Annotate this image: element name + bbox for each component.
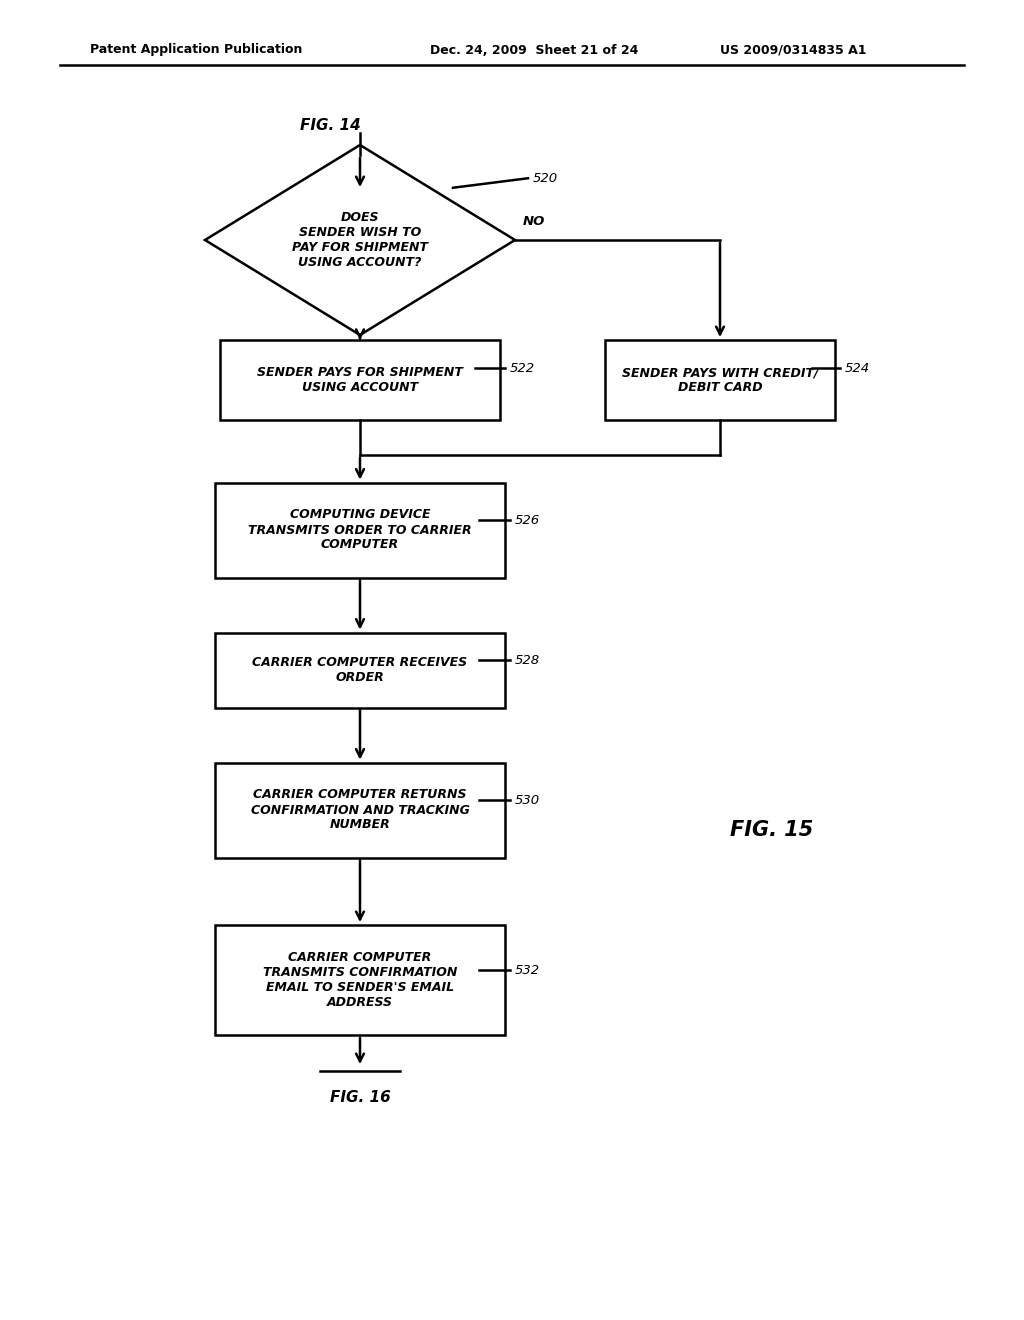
Text: 520: 520	[534, 172, 558, 185]
Text: US 2009/0314835 A1: US 2009/0314835 A1	[720, 44, 866, 57]
Text: 530: 530	[515, 793, 540, 807]
Text: 528: 528	[515, 653, 540, 667]
Text: NO: NO	[523, 215, 546, 228]
Text: YES: YES	[274, 341, 303, 352]
Text: 524: 524	[845, 362, 870, 375]
Text: SENDER PAYS FOR SHIPMENT
USING ACCOUNT: SENDER PAYS FOR SHIPMENT USING ACCOUNT	[257, 366, 463, 393]
Text: 526: 526	[515, 513, 540, 527]
Text: SENDER PAYS WITH CREDIT/
DEBIT CARD: SENDER PAYS WITH CREDIT/ DEBIT CARD	[622, 366, 818, 393]
FancyBboxPatch shape	[215, 483, 505, 578]
FancyBboxPatch shape	[215, 925, 505, 1035]
Text: COMPUTING DEVICE
TRANSMITS ORDER TO CARRIER
COMPUTER: COMPUTING DEVICE TRANSMITS ORDER TO CARR…	[248, 508, 472, 552]
Text: Patent Application Publication: Patent Application Publication	[90, 44, 302, 57]
Text: DOES
SENDER WISH TO
PAY FOR SHIPMENT
USING ACCOUNT?: DOES SENDER WISH TO PAY FOR SHIPMENT USI…	[292, 211, 428, 269]
FancyBboxPatch shape	[215, 763, 505, 858]
Text: CARRIER COMPUTER RETURNS
CONFIRMATION AND TRACKING
NUMBER: CARRIER COMPUTER RETURNS CONFIRMATION AN…	[251, 788, 469, 832]
Text: 522: 522	[510, 362, 536, 375]
FancyBboxPatch shape	[605, 341, 835, 420]
Text: Dec. 24, 2009  Sheet 21 of 24: Dec. 24, 2009 Sheet 21 of 24	[430, 44, 638, 57]
Text: FIG. 15: FIG. 15	[730, 820, 813, 840]
Text: FIG. 16: FIG. 16	[330, 1090, 390, 1105]
Polygon shape	[205, 145, 515, 335]
FancyBboxPatch shape	[215, 632, 505, 708]
Text: CARRIER COMPUTER RECEIVES
ORDER: CARRIER COMPUTER RECEIVES ORDER	[253, 656, 468, 684]
Text: 532: 532	[515, 964, 540, 977]
Text: FIG. 14: FIG. 14	[300, 117, 360, 132]
FancyBboxPatch shape	[220, 341, 500, 420]
Text: CARRIER COMPUTER
TRANSMITS CONFIRMATION
EMAIL TO SENDER'S EMAIL
ADDRESS: CARRIER COMPUTER TRANSMITS CONFIRMATION …	[263, 950, 457, 1008]
